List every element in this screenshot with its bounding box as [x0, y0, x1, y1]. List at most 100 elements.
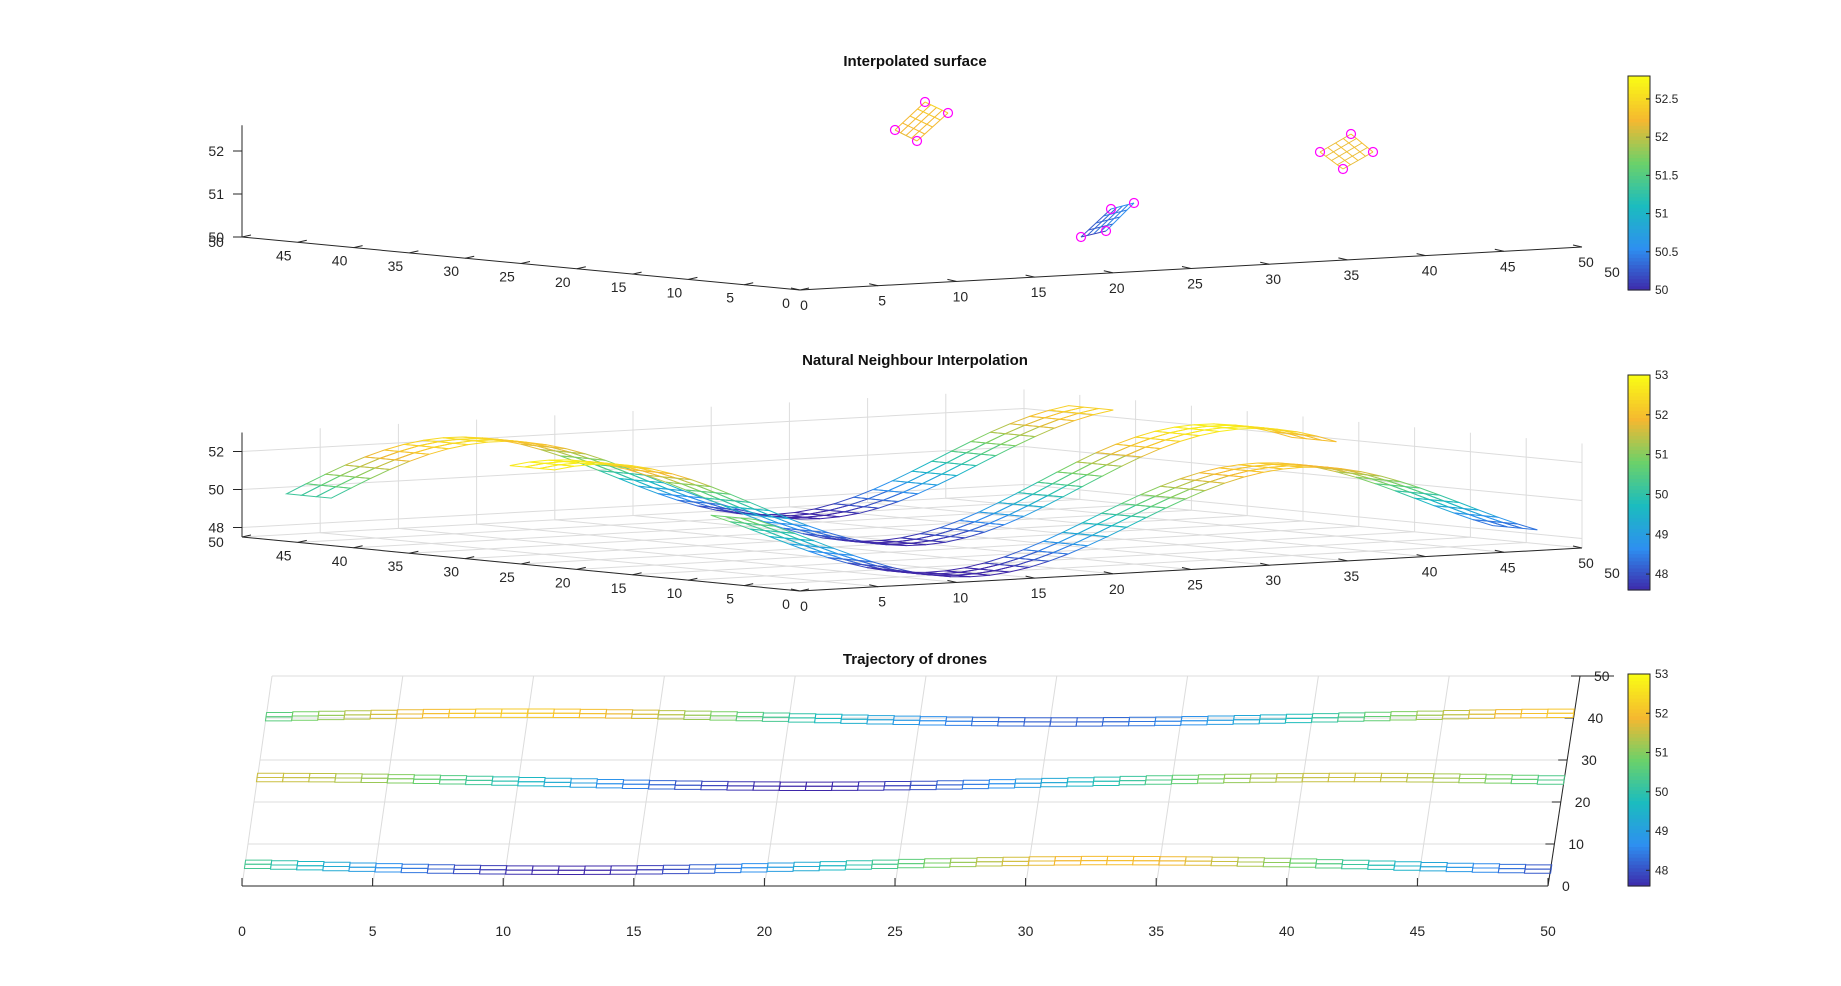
colorbar-segment [1628, 804, 1650, 809]
mesh-cell [256, 772, 285, 778]
mesh-cell [1393, 865, 1422, 871]
x-tick-label: 30 [1265, 271, 1281, 287]
mesh-cell [543, 781, 572, 788]
colorbar-segment [1628, 511, 1650, 516]
colorbar-segment [1628, 864, 1650, 869]
colorbar-segment [1628, 539, 1650, 545]
colorbar-tick-label: 50.5 [1655, 245, 1679, 259]
mesh-cell [1027, 860, 1056, 866]
mesh-cell [1145, 775, 1174, 781]
mesh-cell [1458, 778, 1487, 784]
colorbar-segment [1628, 200, 1650, 205]
mesh-cell [526, 712, 555, 718]
y-tick-label: 15 [611, 580, 627, 596]
colorbar-segment [1628, 705, 1650, 710]
colorbar-segment [1628, 154, 1650, 159]
mesh-cell [752, 785, 781, 791]
mesh-cell [270, 860, 299, 866]
colorbar-segment [1628, 136, 1650, 141]
colorbar-segment [1628, 882, 1650, 887]
mesh-cell [282, 772, 311, 779]
colorbar-segment [1628, 776, 1650, 781]
mesh-cell [1101, 721, 1130, 727]
colorbar-segment [1628, 825, 1650, 831]
mesh-cell [1523, 868, 1552, 874]
colorbar-segment [1628, 418, 1650, 423]
mesh-cell [1468, 709, 1497, 715]
z-tick-label: 51 [208, 186, 224, 202]
mesh-cell [949, 440, 988, 454]
colorbar-segment [1628, 432, 1650, 437]
x-tick-label: 45 [1410, 923, 1426, 939]
mesh-cell [531, 869, 560, 875]
colorbar-segment [1628, 801, 1650, 806]
colorbar-segment [1628, 478, 1650, 484]
mesh-cell [930, 450, 968, 464]
mesh-cell [787, 717, 816, 723]
colorbar-tick-label: 52.5 [1655, 92, 1679, 106]
colorbar-segment [1628, 529, 1650, 534]
colorbar-segment [1628, 716, 1650, 721]
colorbar-segment [1628, 698, 1650, 703]
colorbar-segment [1628, 843, 1650, 848]
x-tick-label: 45 [1500, 258, 1516, 274]
mesh-cell [647, 784, 676, 790]
colorbar-segment [1628, 500, 1650, 505]
x-tick [1103, 270, 1113, 274]
colorbar-segment [1628, 218, 1650, 223]
mesh-cell [766, 862, 795, 868]
mesh-cell [1314, 863, 1343, 869]
mesh-cell [304, 473, 343, 486]
x-tick [1416, 554, 1426, 558]
mesh-cell [1420, 862, 1448, 868]
y-tick [241, 234, 252, 238]
mesh-cell [1353, 777, 1382, 783]
colorbar-segment [1628, 197, 1650, 202]
colorbar-segment [1628, 486, 1650, 491]
y-tick-label: 40 [332, 553, 348, 569]
x-tick-label: 45 [1500, 559, 1516, 575]
mesh-cell [636, 865, 665, 871]
mesh-cell [596, 779, 625, 785]
y-tick [465, 255, 475, 259]
x-tick-label: 5 [878, 594, 886, 610]
mesh-cell [1263, 857, 1292, 863]
mesh-cell [1458, 773, 1487, 779]
mesh-cell [1275, 773, 1304, 779]
x-tick [947, 579, 957, 583]
colorbar-segment [1628, 215, 1650, 220]
y-tick-label: 45 [276, 247, 292, 263]
mesh-cell [1302, 772, 1330, 779]
colorbar-segment [1628, 769, 1650, 774]
grid-line [1023, 446, 1583, 501]
x-end-label: 50 [1604, 264, 1620, 280]
mesh-cell [1546, 712, 1575, 718]
mesh-cell [1493, 713, 1522, 719]
mesh-cell [360, 777, 389, 783]
colorbar-segment [1628, 179, 1650, 184]
mesh-cell [1258, 718, 1287, 724]
mesh-cell [1510, 778, 1539, 785]
mesh-cell [1328, 772, 1357, 778]
y-tick-label: 15 [611, 279, 627, 295]
colorbar: 50 50.5 51 51.5 52 52.5 [1627, 75, 1679, 297]
mesh-cell [1415, 714, 1444, 720]
mesh-cell [1197, 774, 1226, 780]
colorbar-segment [1628, 165, 1650, 170]
z-tick-label: 52 [208, 444, 224, 460]
mesh-cell [988, 779, 1017, 785]
mesh-cell [1105, 860, 1134, 866]
mesh-cell [1367, 864, 1396, 870]
x-tick [1181, 567, 1192, 570]
mesh-cell [269, 864, 298, 870]
y-tick-label: 30 [443, 564, 459, 580]
x-tick-label: 50 [1540, 923, 1556, 939]
surface-mesh [243, 708, 1575, 875]
mesh-cell [857, 781, 886, 787]
grid-line [409, 509, 1192, 554]
x-tick [1572, 244, 1583, 248]
mesh-cell [1315, 859, 1344, 865]
mesh-cell [1013, 782, 1042, 788]
colorbar-segment [1628, 275, 1650, 280]
